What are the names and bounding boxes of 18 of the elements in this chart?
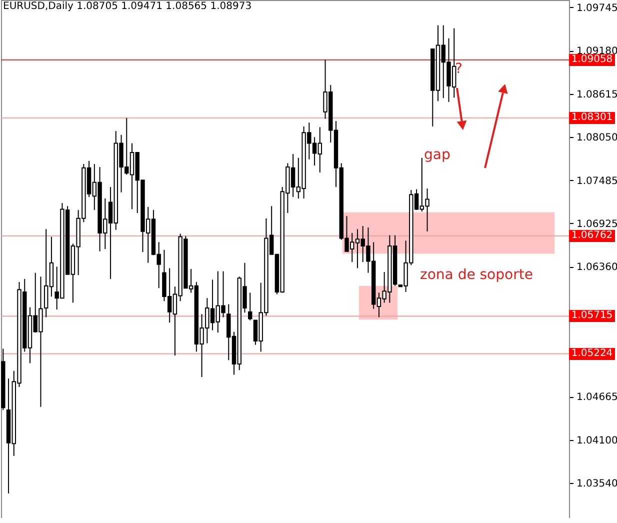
ref-line-label: 1.06762: [569, 230, 615, 242]
candlestick: [248, 292, 252, 321]
y-tick-label: 1.04100: [576, 435, 617, 446]
ref-line-label: 1.05715: [569, 310, 615, 322]
ref-line-label: 1.05224: [569, 348, 615, 360]
y-tick-label: 1.04665: [576, 392, 617, 404]
ref-line-label: 1.08301: [569, 112, 615, 124]
y-tick-label: 1.08615: [576, 89, 617, 100]
annotation: gap: [424, 147, 450, 163]
band-label: zona de soporte: [420, 266, 533, 283]
chart-title: EURUSD,Daily 1.08705 1.09471 1.08565 1.08973: [3, 1, 252, 12]
y-tick-label: 1.08050: [576, 132, 617, 144]
y-tick-label: 1.07485: [576, 176, 617, 187]
annotation: ?: [455, 61, 462, 77]
y-tick-label: 1.03540: [576, 478, 617, 490]
y-tick-label: 1.09745: [576, 2, 617, 14]
y-tick-label: 1.06925: [576, 218, 617, 230]
y-tick-label: 1.06360: [576, 262, 617, 274]
